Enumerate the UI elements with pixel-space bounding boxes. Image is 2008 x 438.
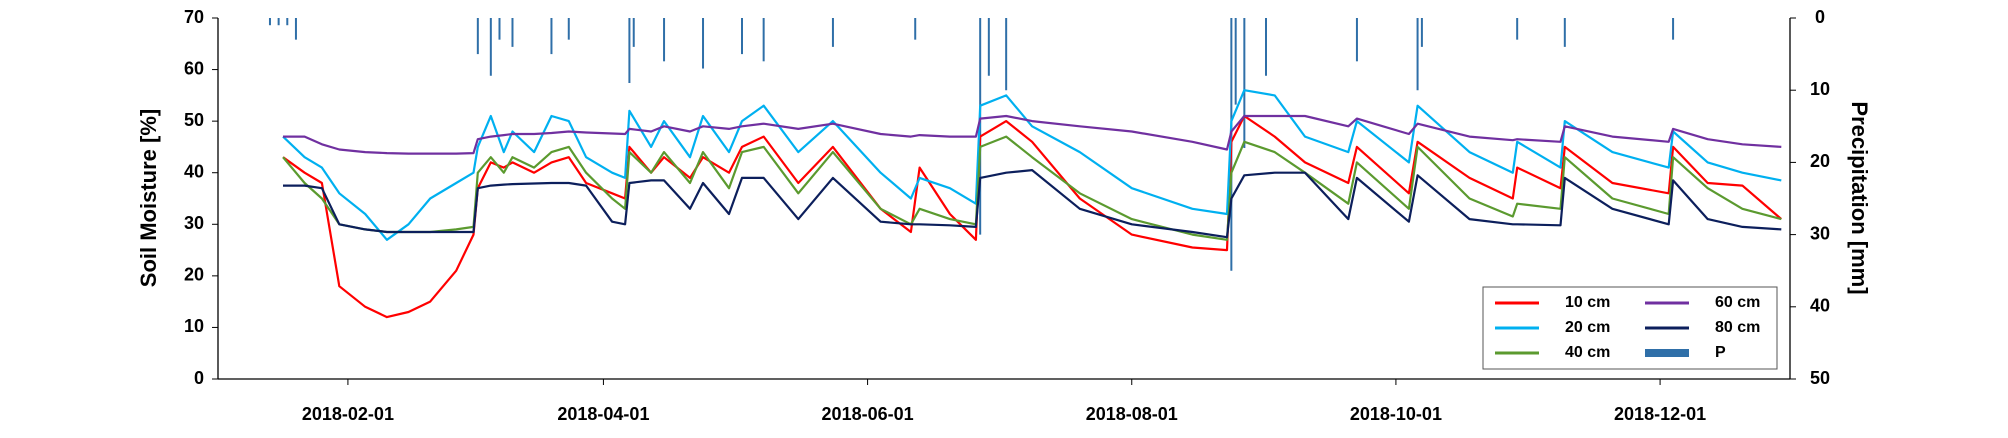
legend-label: 80 cm xyxy=(1715,319,1760,336)
y2-tick-label: 30 xyxy=(1810,223,1830,243)
x-tick-label: 2018-08-01 xyxy=(1086,404,1178,424)
legend-label: P xyxy=(1715,344,1726,361)
x-tick-label: 2018-12-01 xyxy=(1614,404,1706,424)
x-tick-label: 2018-06-01 xyxy=(822,404,914,424)
x-tick-label: 2018-02-01 xyxy=(302,404,394,424)
y-tick-label: 0 xyxy=(194,368,204,388)
y2-tick-label: 40 xyxy=(1810,296,1830,316)
y-tick-label: 40 xyxy=(184,161,204,181)
y2-tick-label: 50 xyxy=(1810,368,1830,388)
y-tick-label: 60 xyxy=(184,58,204,78)
legend-swatch xyxy=(1645,349,1689,357)
legend-label: 60 cm xyxy=(1715,294,1760,311)
y-tick-label: 20 xyxy=(184,265,204,285)
series-line xyxy=(282,135,1782,241)
legend-label: 10 cm xyxy=(1565,294,1610,311)
y-axis-label: Soil Moisture [%] xyxy=(136,109,161,287)
y2-tick-label: 10 xyxy=(1810,79,1830,99)
y-tick-label: 70 xyxy=(184,7,204,27)
y-tick-label: 30 xyxy=(184,213,204,233)
y2-axis-label: Precipitation [mm] xyxy=(1847,101,1872,294)
y2-tick-label: 0 xyxy=(1815,7,1825,27)
y-tick-label: 10 xyxy=(184,316,204,336)
series-line xyxy=(283,114,1782,155)
y-tick-label: 50 xyxy=(184,110,204,130)
x-tick-label: 2018-04-01 xyxy=(557,404,649,424)
x-tick-label: 2018-10-01 xyxy=(1350,404,1442,424)
series-line xyxy=(283,169,1782,239)
legend-label: 20 cm xyxy=(1565,319,1610,336)
series-line xyxy=(282,89,1782,241)
y2-tick-label: 20 xyxy=(1810,151,1830,171)
legend-label: 40 cm xyxy=(1565,344,1610,361)
